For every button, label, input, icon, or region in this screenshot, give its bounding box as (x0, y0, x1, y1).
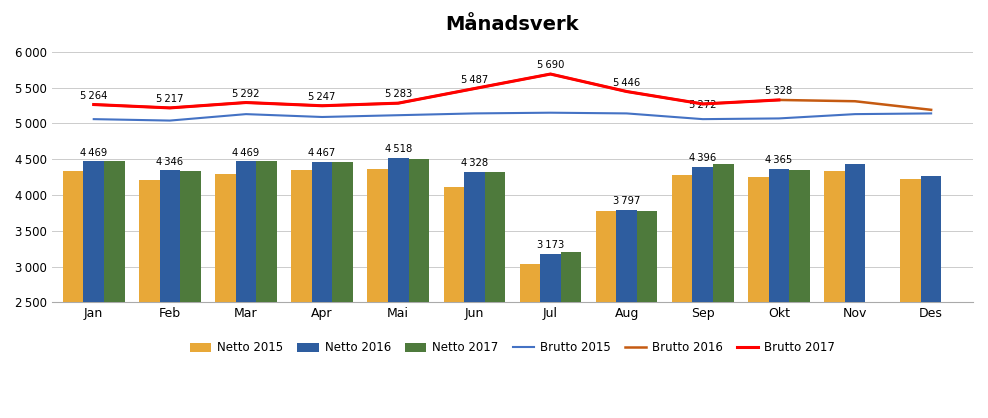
Bar (464, 171, 485, 418)
Bar (256, 161, 277, 418)
Bar (332, 162, 353, 418)
Bar (900, 178, 921, 418)
Bar (748, 177, 769, 418)
Bar (388, 158, 408, 418)
Text: 4 346: 4 346 (156, 156, 184, 166)
Bar (236, 161, 256, 418)
Text: 5 446: 5 446 (613, 78, 640, 87)
Text: 5 487: 5 487 (460, 75, 488, 84)
Bar (160, 170, 180, 418)
Text: 5 217: 5 217 (156, 94, 184, 104)
Text: 5 247: 5 247 (308, 92, 336, 102)
Title: Månadsverk: Månadsverk (446, 15, 579, 34)
Bar (485, 173, 505, 418)
Bar (596, 212, 617, 418)
Text: 4 396: 4 396 (689, 153, 716, 163)
Text: 4 328: 4 328 (460, 158, 488, 168)
Bar (83, 161, 104, 418)
Bar (769, 169, 789, 418)
Bar (824, 171, 845, 418)
Bar (789, 170, 810, 418)
Bar (845, 163, 865, 418)
Text: 3 797: 3 797 (613, 196, 640, 206)
Text: 5 690: 5 690 (536, 60, 564, 70)
Text: 5 264: 5 264 (80, 91, 108, 101)
Bar (520, 265, 540, 418)
Bar (561, 252, 581, 418)
Text: 5 292: 5 292 (232, 89, 260, 99)
Bar (215, 173, 236, 418)
Text: 4 469: 4 469 (232, 148, 260, 158)
Bar (693, 167, 713, 418)
Text: 5 328: 5 328 (766, 86, 792, 96)
Bar (444, 187, 464, 418)
Bar (637, 211, 657, 418)
Text: 5 272: 5 272 (689, 100, 716, 110)
Bar (104, 161, 124, 418)
Bar (408, 159, 429, 418)
Text: 4 469: 4 469 (80, 148, 108, 158)
Bar (291, 170, 312, 418)
Bar (713, 164, 733, 418)
Bar (540, 254, 561, 418)
Bar (368, 169, 388, 418)
Bar (312, 162, 332, 418)
Text: 5 283: 5 283 (384, 89, 412, 99)
Text: 4 467: 4 467 (308, 148, 336, 158)
Bar (617, 209, 637, 418)
Legend: Netto 2015, Netto 2016, Netto 2017, Brutto 2015, Brutto 2016, Brutto 2017: Netto 2015, Netto 2016, Netto 2017, Brut… (186, 337, 840, 359)
Bar (921, 176, 942, 418)
Bar (63, 171, 83, 418)
Text: 4 365: 4 365 (766, 155, 792, 165)
Bar (672, 175, 693, 418)
Bar (180, 171, 201, 418)
Bar (139, 180, 160, 418)
Text: 4 518: 4 518 (384, 144, 412, 154)
Text: 3 173: 3 173 (536, 240, 564, 250)
